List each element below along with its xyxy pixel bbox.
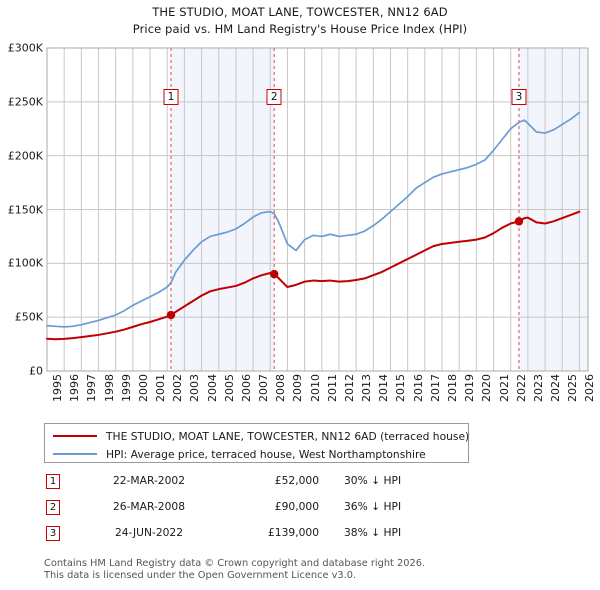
row-index-badge: 2 [46, 500, 60, 515]
row-index-badge: 1 [46, 474, 60, 489]
x-axis-tick-label: 2001 [154, 374, 168, 402]
x-axis-tick-label: 2015 [394, 374, 408, 402]
x-axis-tick-label: 2019 [463, 374, 477, 402]
footer-attribution: Contains HM Land Registry data © Crown c… [44, 558, 584, 582]
x-axis-tick-label: 1996 [68, 374, 82, 402]
x-axis-tick-label: 2002 [171, 374, 185, 402]
x-axis-tick-label: 2026 [583, 374, 597, 402]
footer-line-1: Contains HM Land Registry data © Crown c… [44, 558, 426, 569]
footer-line-2: This data is licensed under the Open Gov… [44, 570, 357, 581]
plot-frame [46, 47, 589, 372]
row-hpi-delta: 30% ↓ HPI [344, 474, 402, 487]
row-date: 22-MAR-2002 [112, 474, 186, 487]
legend-swatch-property [53, 435, 97, 437]
y-axis-tick-label: £0 [29, 364, 43, 378]
event-point[interactable] [166, 310, 176, 320]
x-axis-tick-label: 2011 [325, 374, 339, 402]
x-axis-tick-label: 1997 [85, 374, 99, 402]
x-axis-tick-label: 2013 [360, 374, 374, 402]
event-marker-badge[interactable]: 3 [511, 89, 527, 105]
legend-item-property: THE STUDIO, MOAT LANE, TOWCESTER, NN12 6… [53, 427, 469, 445]
x-axis-tick-label: 2020 [480, 374, 494, 402]
event-marker-badge[interactable]: 1 [163, 89, 179, 105]
legend-label-hpi: HPI: Average price, terraced house, West… [106, 447, 426, 461]
x-axis-tick-label: 2021 [497, 374, 511, 402]
x-axis-tick-label: 2004 [205, 374, 219, 402]
row-date: 24-JUN-2022 [114, 526, 184, 539]
y-axis-labels: £0 £50K £100K £150K £200K £250K £300K [0, 0, 43, 420]
x-axis-tick-label: 2006 [239, 374, 253, 402]
x-axis-tick-label: 2008 [274, 374, 288, 402]
table-row: 2 26-MAR-2008 £90,000 36% ↓ HPI [44, 498, 484, 524]
chart-legend: THE STUDIO, MOAT LANE, TOWCESTER, NN12 6… [44, 423, 469, 463]
y-axis-tick-label: £250K [7, 95, 43, 109]
x-axis-tick-label: 2023 [531, 374, 545, 402]
y-axis-tick-label: £100K [7, 256, 43, 270]
x-axis-tick-label: 1998 [102, 374, 116, 402]
y-axis-tick-label: £50K [14, 310, 43, 324]
series-line-hpi [46, 111, 581, 328]
legend-label-property: THE STUDIO, MOAT LANE, TOWCESTER, NN12 6… [106, 429, 470, 443]
row-index-badge: 3 [46, 526, 60, 541]
table-row: 3 24-JUN-2022 £139,000 38% ↓ HPI [44, 524, 484, 550]
row-date: 26-MAR-2008 [112, 500, 186, 513]
x-axis-tick-label: 2012 [342, 374, 356, 402]
table-row: 1 22-MAR-2002 £52,000 30% ↓ HPI [44, 472, 484, 498]
y-axis-tick-label: £150K [7, 203, 43, 216]
series-line-property [46, 210, 581, 341]
chart-area: £0 £50K £100K £150K £200K £250K £300K 1995 1996… [0, 0, 597, 420]
row-hpi-delta: 36% ↓ HPI [344, 500, 402, 513]
event-point[interactable] [270, 269, 279, 279]
x-axis-tick-label: 2016 [411, 374, 425, 402]
title-line-1: THE STUDIO, MOAT LANE, TOWCESTER, NN12 6… [152, 5, 448, 19]
transactions-table: 1 22-MAR-2002 £52,000 30% ↓ HPI 2 26-MAR… [44, 472, 484, 550]
x-axis-tick-label: 2025 [566, 374, 580, 402]
x-axis-tick-label: 1999 [119, 374, 133, 402]
x-axis-tick-label: 2024 [549, 374, 563, 402]
title-line-2: Price paid vs. HM Land Registry's House … [132, 22, 468, 36]
x-axis-tick-label: 2000 [136, 374, 150, 402]
event-marker-badge[interactable]: 2 [266, 89, 282, 105]
legend-item-hpi: HPI: Average price, terraced house, West… [53, 445, 426, 463]
x-axis-tick-label: 2014 [377, 374, 391, 402]
row-price: £52,000 [274, 474, 319, 487]
x-axis-tick-label: 2005 [222, 374, 236, 402]
y-axis-tick-label: £300K [7, 41, 43, 55]
y-axis-tick-label: £200K [7, 149, 43, 163]
x-axis-tick-label: 2018 [446, 374, 460, 402]
x-axis-tick-label: 2007 [257, 374, 271, 402]
row-price: £90,000 [274, 500, 319, 513]
x-axis-tick-label: 2017 [428, 374, 442, 402]
event-point[interactable] [514, 217, 524, 226]
x-axis-tick-label: 2022 [514, 374, 528, 402]
row-hpi-delta: 38% ↓ HPI [344, 526, 402, 539]
x-axis-tick-label: 1995 [51, 374, 64, 402]
row-price: £139,000 [268, 526, 319, 539]
page-title: THE STUDIO, MOAT LANE, TOWCESTER, NN12 6… [0, 4, 600, 38]
x-axis-tick-label: 2010 [308, 374, 322, 402]
x-axis-tick-label: 2009 [291, 374, 305, 402]
x-axis-tick-label: 2003 [188, 374, 202, 402]
chart-plot-svg [46, 47, 589, 372]
legend-swatch-hpi [53, 453, 97, 455]
